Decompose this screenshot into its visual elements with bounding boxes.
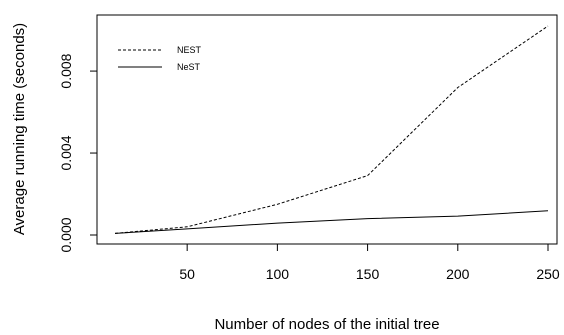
x-tick-label: 200 (446, 266, 470, 282)
x-tick-label: 50 (179, 266, 195, 282)
legend-label: NeST (177, 62, 201, 72)
plot-box (96, 14, 558, 245)
x-axis-title: Number of nodes of the initial tree (214, 316, 439, 333)
series-layer (114, 25, 549, 234)
legend-label: NEST (177, 45, 202, 55)
y-tick-label: 0.004 (58, 135, 74, 170)
legend: NEST NeST (118, 45, 202, 72)
x-axis: 50 100 150 200 250 (179, 243, 560, 282)
series-line-nest (114, 25, 549, 234)
y-axis: 0.000 0.004 0.008 (58, 53, 98, 253)
y-tick-label: 0.000 (58, 217, 74, 252)
x-tick-label: 250 (536, 266, 560, 282)
x-tick-label: 150 (356, 266, 380, 282)
y-tick-label: 0.008 (58, 53, 74, 88)
x-tick-label: 100 (266, 266, 290, 282)
series-line-nest (114, 210, 549, 234)
y-axis-title: Average running time (seconds) (11, 23, 28, 235)
